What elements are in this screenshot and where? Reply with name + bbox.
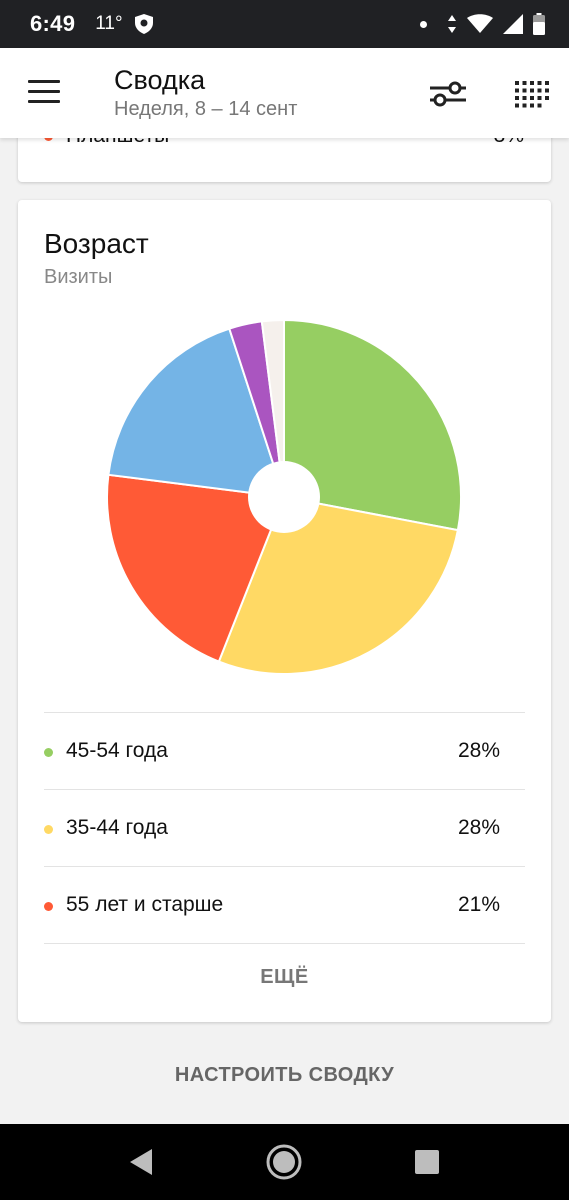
data-arrows-icon xyxy=(448,15,456,33)
grid-dot xyxy=(530,96,534,100)
page-subtitle: Неделя, 8 – 14 сент xyxy=(114,98,298,120)
pie-slice-2[interactable] xyxy=(106,473,286,663)
legend-item-2[interactable]: 55 лет и старше 21% xyxy=(44,866,525,943)
page-title: Сводка xyxy=(114,65,206,95)
grid-dot xyxy=(530,81,534,85)
pie-slice-5[interactable] xyxy=(260,318,285,498)
recent-apps-icon[interactable] xyxy=(415,1150,439,1174)
grid-dot xyxy=(545,88,549,93)
configure-summary-button[interactable]: НАСТРОИТЬ СВОДКУ xyxy=(174,1064,395,1086)
menu-icon-line xyxy=(28,90,60,93)
more-button[interactable]: ЕЩЁ xyxy=(260,966,309,988)
grid-dot xyxy=(515,81,519,85)
menu-icon xyxy=(28,80,60,83)
status-time: 6:49 xyxy=(30,11,76,36)
wifi-icon xyxy=(467,14,493,33)
status-bar: 6:49 11° xyxy=(0,0,569,48)
legend-value: 28% xyxy=(457,739,500,762)
legend-item-0[interactable]: 45-54 года 28% xyxy=(44,712,525,789)
legend-value: 21% xyxy=(457,893,500,916)
grid-icon xyxy=(515,81,549,108)
age-legend: 45-54 года 28% 35-44 года 28% 55 лет и с… xyxy=(44,712,525,944)
grid-dot xyxy=(522,96,527,100)
grid-dot xyxy=(530,88,534,93)
signal-icon xyxy=(503,14,523,34)
title-block: Сводка Неделя, 8 – 14 сент xyxy=(114,64,297,121)
menu-button[interactable] xyxy=(28,80,60,106)
shield-icon xyxy=(134,14,153,34)
grid-dot xyxy=(537,103,542,108)
grid-dot xyxy=(522,103,527,108)
legend-label: 55 лет и старше xyxy=(66,893,224,916)
legend-label: 45-54 года xyxy=(66,739,168,762)
pie-center-hole xyxy=(248,461,320,533)
pie-slice-0[interactable] xyxy=(283,318,462,532)
card-title: Возраст xyxy=(44,228,149,259)
back-icon[interactable] xyxy=(128,1148,154,1176)
age-card: Возраст Визиты 45-54 года 28% 35-44 года… xyxy=(18,200,551,1022)
notification-dot-icon xyxy=(420,20,427,28)
apps-grid-button[interactable] xyxy=(512,78,552,110)
age-pie-chart[interactable] xyxy=(18,200,551,700)
legend-item-1[interactable]: 35-44 года 28% xyxy=(44,789,525,866)
filter-icon xyxy=(430,81,466,107)
battery-icon xyxy=(533,13,545,35)
grid-dot xyxy=(537,81,542,85)
legend-dot xyxy=(44,902,53,911)
status-temperature: 11° xyxy=(95,13,123,34)
grid-dot xyxy=(537,96,542,100)
menu-icon-line xyxy=(28,100,60,103)
pie-slice-3[interactable] xyxy=(107,327,286,499)
pie-slice-1[interactable] xyxy=(217,495,460,675)
legend-label: 35-44 года xyxy=(66,816,168,839)
grid-dot xyxy=(537,88,542,93)
legend-dot xyxy=(44,748,53,757)
grid-dot xyxy=(530,103,534,108)
status-icons xyxy=(420,13,545,35)
legend-value: 28% xyxy=(457,816,500,839)
grid-dot xyxy=(545,96,549,100)
grid-dot xyxy=(522,81,527,85)
divider xyxy=(44,943,525,944)
grid-dot xyxy=(522,88,527,93)
grid-dot xyxy=(515,103,519,108)
system-nav-bar xyxy=(0,1124,569,1200)
legend-dot xyxy=(44,825,53,834)
grid-dot xyxy=(545,81,549,85)
app-bar: Сводка Неделя, 8 – 14 сент xyxy=(0,48,569,138)
grid-dot xyxy=(515,88,519,93)
grid-dot xyxy=(515,96,519,100)
card-subtitle: Визиты xyxy=(44,266,113,288)
filter-button[interactable] xyxy=(428,78,468,110)
home-icon[interactable] xyxy=(266,1144,302,1180)
